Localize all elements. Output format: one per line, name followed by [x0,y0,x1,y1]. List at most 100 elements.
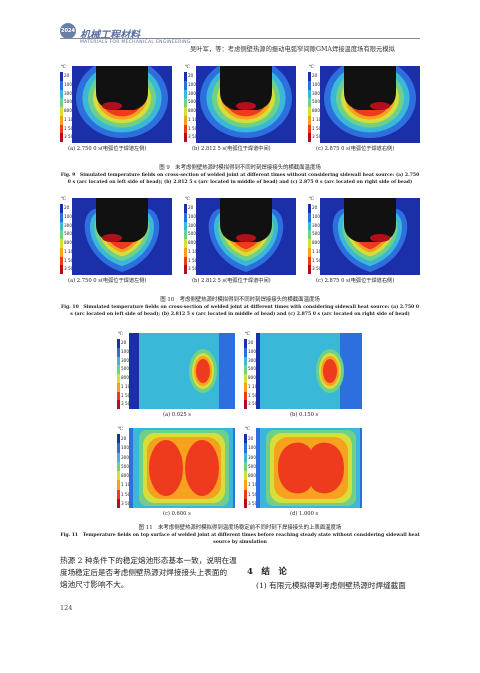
legend-label: 100 [121,445,129,451]
fig10-panel-a: ℃ 20 100 300 500 800 1 100 1 500 3 500 (a) 2.750… [60,197,172,286]
legend-swatch [244,480,247,490]
legend-label: 3 500 [248,401,260,407]
color-legend: ℃ 20 100 300 500 800 1 100 1 500 3 500 [117,332,133,409]
legend-label: 500 [188,231,196,237]
panel-caption: (a) 0.025 s [163,412,191,418]
legend-swatch [244,443,247,453]
legend-swatch [244,461,247,471]
legend-label: 1 100 [248,383,260,389]
fig9-panel-a: ℃ 20 100 300 500 800 1 100 1 500 3 500 (a) 2.750… [60,65,172,154]
legend-swatch [117,480,120,490]
header-rule [60,38,420,39]
legend-swatch [117,382,120,392]
fig9-panel-c: ℃ 20 100 300 500 800 1 100 1 500 3 500 (c) 2.875… [308,65,420,154]
temperature-band [196,359,210,383]
legend-label: 1 500 [248,491,260,497]
legend-label: 500 [248,463,256,469]
panel-caption: (b) 2.812 5 s(电弧位于焊道中间) [192,146,271,152]
legend-swatch [308,265,311,274]
fig10-panel-b: ℃ 20 100 300 500 800 1 100 1 500 3 500 (b) 2.812… [184,197,296,286]
legend-swatch [117,374,120,383]
journal-title-en: MATERIALS FOR MECHANICAL ENGINEERING [80,40,191,45]
panel-caption: (d) 1.000 s [290,511,319,517]
legend-label: 500 [64,231,72,237]
legend-swatch [117,356,120,366]
legend-swatch [244,400,247,409]
legend-unit: ℃ [309,65,315,70]
legend-unit: ℃ [118,332,124,337]
color-legend: ℃ 20 100 300 500 800 1 100 1 500 3 500 [184,197,200,274]
page-number: 124 [60,604,73,612]
legend-swatch [60,107,63,116]
legend-label: 20 [188,205,194,210]
legend-swatch [184,221,187,231]
legend-label: 20 [248,340,254,345]
legend-swatch [184,265,187,274]
legend-swatch [244,434,247,444]
legend-label: 100 [188,213,196,219]
legend-label: 1 500 [64,257,76,263]
legend-label: 500 [121,366,129,372]
legend-swatch [184,107,187,116]
legend-label: 20 [64,73,70,78]
legend-unit: ℃ [245,427,251,432]
legend-label: 3 500 [64,266,76,272]
legend-unit: ℃ [61,65,67,70]
legend-swatch [308,247,311,257]
legend-swatch [244,356,247,366]
top-surface-plot [129,333,235,409]
legend-label: 800 [121,375,129,380]
panel-caption: (b) 0.150 s [290,412,319,418]
legend-swatch [184,212,187,222]
legend-swatch [60,72,63,81]
text-line: 度场稳定后是否考虑侧壁热源对焊接接头上表面的 [60,568,228,577]
arc-hotspot [370,102,390,110]
legend-swatch [117,365,120,374]
color-legend: ℃ 20 100 300 500 800 1 100 1 500 3 500 [117,427,133,508]
legend-label: 1 500 [64,125,76,131]
figure-10: ℃ 20 100 300 500 800 1 100 1 500 3 500 (a) 2.750… [60,197,420,294]
legend-label: 1 100 [64,248,76,254]
legend-swatch [244,374,247,383]
legend-swatch [308,124,311,134]
fig11-panel-b: ℃ 20 100 300 500 800 1 100 1 500 3 500 (b) 0.150… [244,332,364,423]
body-text-right: (1) 有限元模拟得到考虑侧壁热源时焊缝截面 [256,581,406,590]
legend-swatch [244,498,247,508]
legend-unit: ℃ [245,332,251,337]
cross-section-plot [320,66,420,143]
panel-caption: (c) 0.600 s [163,511,191,517]
legend-unit: ℃ [61,197,67,202]
legend-swatch [244,339,247,348]
panel-caption: (c) 2.875 0 s(电弧位于焊道右侧) [316,146,395,152]
arc-hotspot [102,234,122,242]
legend-label: 100 [188,81,196,87]
groove-region [344,198,396,242]
legend-swatch [244,452,247,462]
legend-swatch [184,115,187,125]
color-legend: ℃ 20 100 300 500 800 1 100 1 500 3 500 [60,197,76,274]
legend-label: 3 500 [121,500,133,506]
legend-swatch [244,391,247,401]
legend-label: 800 [188,108,196,113]
color-legend: ℃ 20 100 300 500 800 1 100 1 500 3 500 [308,197,324,274]
legend-label: 800 [312,240,320,245]
legend-label: 300 [121,357,129,363]
legend-swatch [117,434,120,444]
legend-swatch [308,256,311,266]
top-surface-plot [256,428,362,508]
legend-swatch [60,115,63,125]
legend-swatch [244,365,247,374]
legend-swatch [308,98,311,107]
legend-label: 20 [121,340,127,345]
panel-caption: (a) 2.750 0 s(电弧位于焊道左侧) [68,146,147,152]
color-legend: ℃ 20 100 300 500 800 1 100 1 500 3 500 [244,427,260,508]
legend-swatch [117,400,120,409]
panel-caption: (b) 2.812 5 s(电弧位于焊道中间) [192,278,271,284]
legend-swatch [117,347,120,357]
legend-label: 20 [121,436,127,441]
cold-edge [129,333,139,409]
section-heading: 4 结 论 [247,567,287,577]
legend-label: 500 [64,99,72,105]
legend-label: 1 100 [188,248,200,254]
fig11-panel-a: ℃ 20 100 300 500 800 1 100 1 500 3 500 (a) 0.025… [117,332,237,423]
